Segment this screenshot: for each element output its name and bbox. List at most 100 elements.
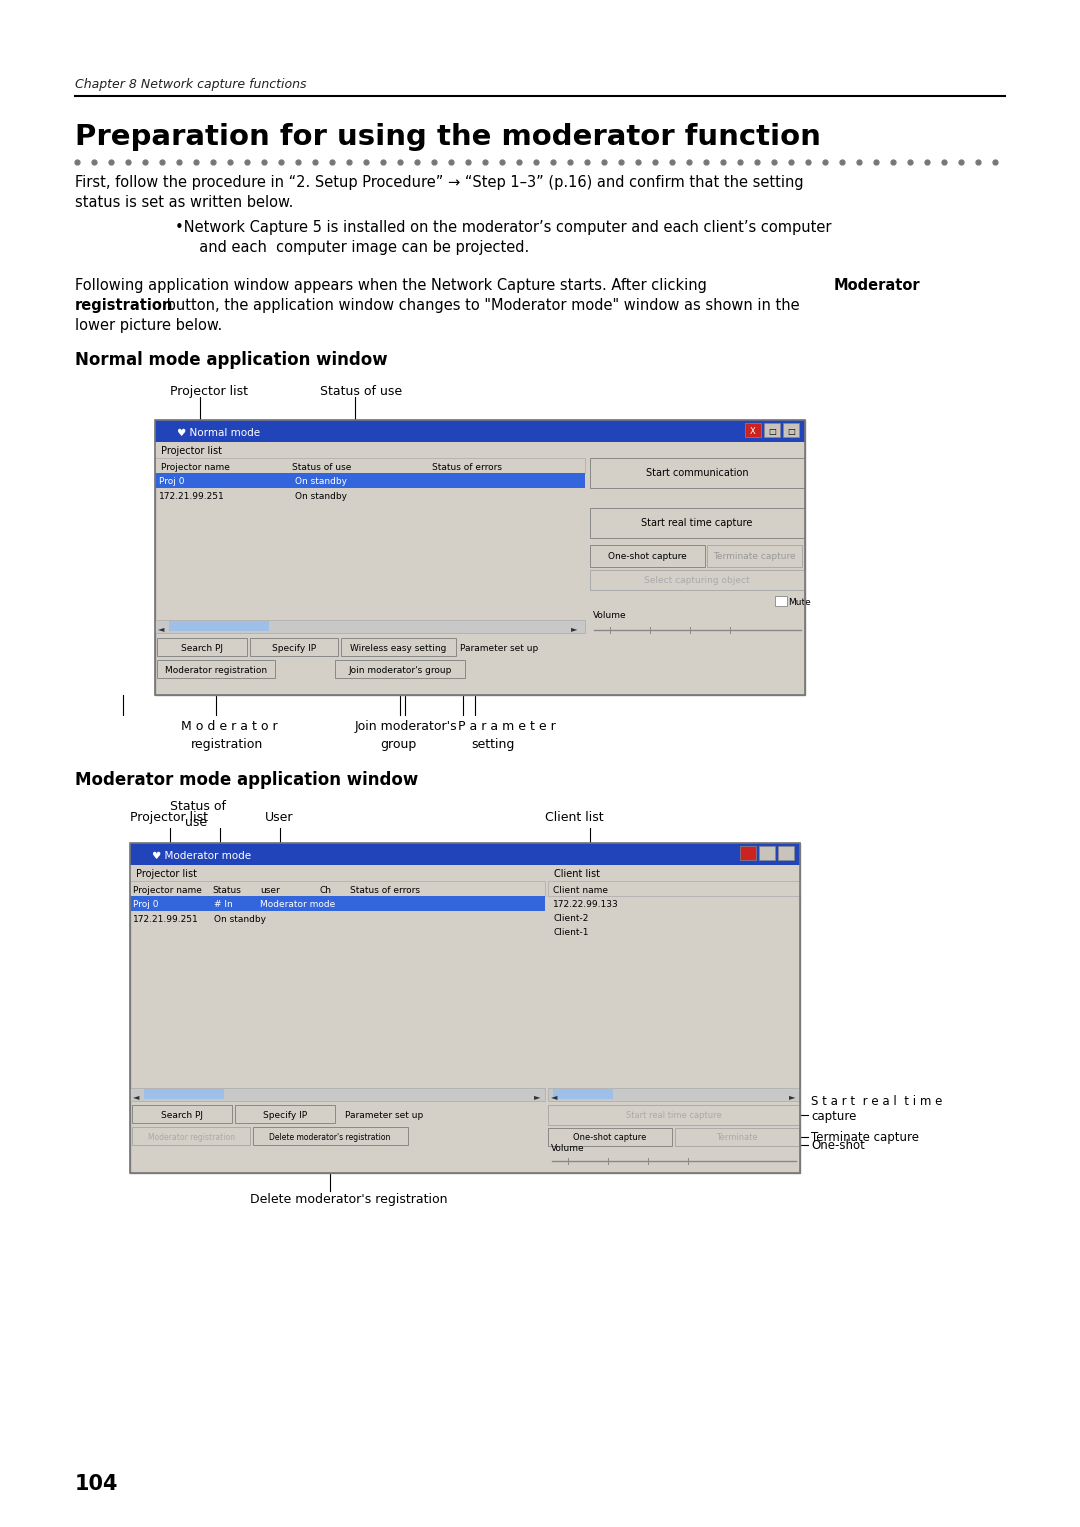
Bar — [590, 508, 805, 538]
Text: X: X — [751, 428, 756, 437]
Text: Projector list: Projector list — [136, 869, 197, 880]
Text: Status of errors: Status of errors — [350, 886, 420, 895]
Bar — [253, 1127, 408, 1145]
Text: Moderator mode application window: Moderator mode application window — [75, 771, 418, 789]
Text: capture: capture — [811, 1110, 856, 1122]
Bar — [548, 1128, 672, 1145]
Text: Client name: Client name — [553, 886, 608, 895]
Text: Terminate capture: Terminate capture — [811, 1132, 919, 1144]
Text: Client list: Client list — [545, 811, 604, 825]
Bar — [548, 881, 800, 896]
Text: 172.21.99.251: 172.21.99.251 — [133, 915, 199, 924]
Text: Moderator registration: Moderator registration — [148, 1133, 234, 1142]
Text: Projector list: Projector list — [130, 811, 208, 825]
Text: Wireless easy setting: Wireless easy setting — [350, 644, 446, 654]
Text: Join moderator's group: Join moderator's group — [349, 666, 451, 675]
Bar — [341, 638, 456, 657]
Text: 172.22.99.133: 172.22.99.133 — [553, 899, 619, 909]
Text: Client-2: Client-2 — [553, 915, 589, 922]
Text: Parameter set up: Parameter set up — [345, 1112, 423, 1119]
Bar — [156, 420, 805, 695]
Text: # In: # In — [214, 899, 233, 909]
Text: Volume: Volume — [593, 611, 626, 620]
Text: Terminate capture: Terminate capture — [713, 551, 795, 560]
Text: ◄: ◄ — [158, 625, 164, 634]
Text: Terminate: Terminate — [716, 1133, 758, 1142]
Text: group: group — [380, 738, 416, 751]
Text: Proj 0: Proj 0 — [159, 476, 185, 486]
Bar — [335, 660, 465, 678]
Bar — [590, 570, 805, 589]
Bar — [590, 458, 805, 489]
Bar — [156, 458, 585, 473]
Text: One-shot: One-shot — [811, 1139, 865, 1151]
Bar — [707, 545, 802, 567]
Text: On standby: On standby — [214, 915, 266, 924]
Text: □: □ — [787, 428, 795, 437]
Text: Following application window appears when the Network Capture starts. After clic: Following application window appears whe… — [75, 278, 712, 293]
Bar — [156, 420, 805, 441]
Text: Status of: Status of — [170, 800, 226, 812]
Text: Chapter 8 Network capture functions: Chapter 8 Network capture functions — [75, 78, 307, 92]
Text: Projector name: Projector name — [133, 886, 202, 895]
Text: ♥ Moderator mode: ♥ Moderator mode — [152, 851, 252, 861]
Text: Parameter set up: Parameter set up — [460, 644, 538, 654]
Text: Client-1: Client-1 — [553, 928, 589, 938]
Text: On standby: On standby — [295, 492, 347, 501]
Bar — [759, 846, 775, 860]
Text: •Network Capture 5 is installed on the moderator’s computer and each client’s co: •Network Capture 5 is installed on the m… — [175, 220, 832, 235]
Bar — [745, 423, 761, 437]
Bar — [548, 1089, 800, 1101]
Text: Search PJ: Search PJ — [161, 1112, 203, 1119]
Text: use: use — [185, 815, 207, 829]
Bar — [590, 545, 705, 567]
Text: Projector list: Projector list — [161, 446, 222, 457]
Bar — [548, 864, 800, 881]
Bar — [764, 423, 780, 437]
Bar — [157, 660, 275, 678]
Bar — [156, 420, 805, 695]
Text: Delete moderator's registration: Delete moderator's registration — [249, 1193, 447, 1206]
Bar — [156, 620, 585, 634]
Text: Proj 0: Proj 0 — [133, 899, 159, 909]
Text: Client list: Client list — [554, 869, 600, 880]
Text: Moderator registration: Moderator registration — [165, 666, 267, 675]
Text: ►: ► — [570, 625, 577, 634]
Text: Projector name: Projector name — [161, 463, 230, 472]
Bar — [130, 1089, 545, 1101]
Text: user: user — [260, 886, 280, 895]
Text: On standby: On standby — [295, 476, 347, 486]
Bar — [132, 1127, 249, 1145]
Bar — [130, 843, 800, 1173]
Text: button, the application window changes to "Moderator mode" window as shown in th: button, the application window changes t… — [162, 298, 799, 313]
Text: Ch: Ch — [320, 886, 332, 895]
Text: Status: Status — [212, 886, 241, 895]
Bar — [156, 420, 805, 695]
Text: Mute: Mute — [788, 599, 811, 608]
Text: ◄: ◄ — [133, 1092, 139, 1101]
Text: P a r a m e t e r: P a r a m e t e r — [458, 721, 556, 733]
Bar — [168, 621, 269, 631]
Bar — [783, 423, 799, 437]
Text: Moderator: Moderator — [834, 278, 920, 293]
Text: Normal mode application window: Normal mode application window — [75, 351, 388, 370]
Text: ◄: ◄ — [551, 1092, 557, 1101]
Text: First, follow the procedure in “2. Setup Procedure” → “Step 1–3” (p.16) and conf: First, follow the procedure in “2. Setup… — [75, 176, 804, 189]
Text: status is set as written below.: status is set as written below. — [75, 195, 294, 211]
Bar — [157, 638, 247, 657]
Text: and each  computer image can be projected.: and each computer image can be projected… — [190, 240, 529, 255]
Text: Select capturing object: Select capturing object — [644, 576, 750, 585]
Text: lower picture below.: lower picture below. — [75, 318, 222, 333]
Text: Projector list: Projector list — [170, 385, 248, 399]
Bar — [144, 1089, 224, 1099]
Text: registration: registration — [191, 738, 264, 751]
Text: Search PJ: Search PJ — [181, 644, 222, 654]
Bar — [130, 896, 545, 912]
Bar — [156, 473, 585, 489]
Bar — [130, 881, 545, 896]
Text: Start communication: Start communication — [646, 467, 748, 478]
Text: S t a r t  r e a l  t i m e: S t a r t r e a l t i m e — [811, 1095, 943, 1109]
Bar — [130, 864, 545, 881]
Bar — [132, 1106, 232, 1122]
Bar — [130, 843, 800, 864]
